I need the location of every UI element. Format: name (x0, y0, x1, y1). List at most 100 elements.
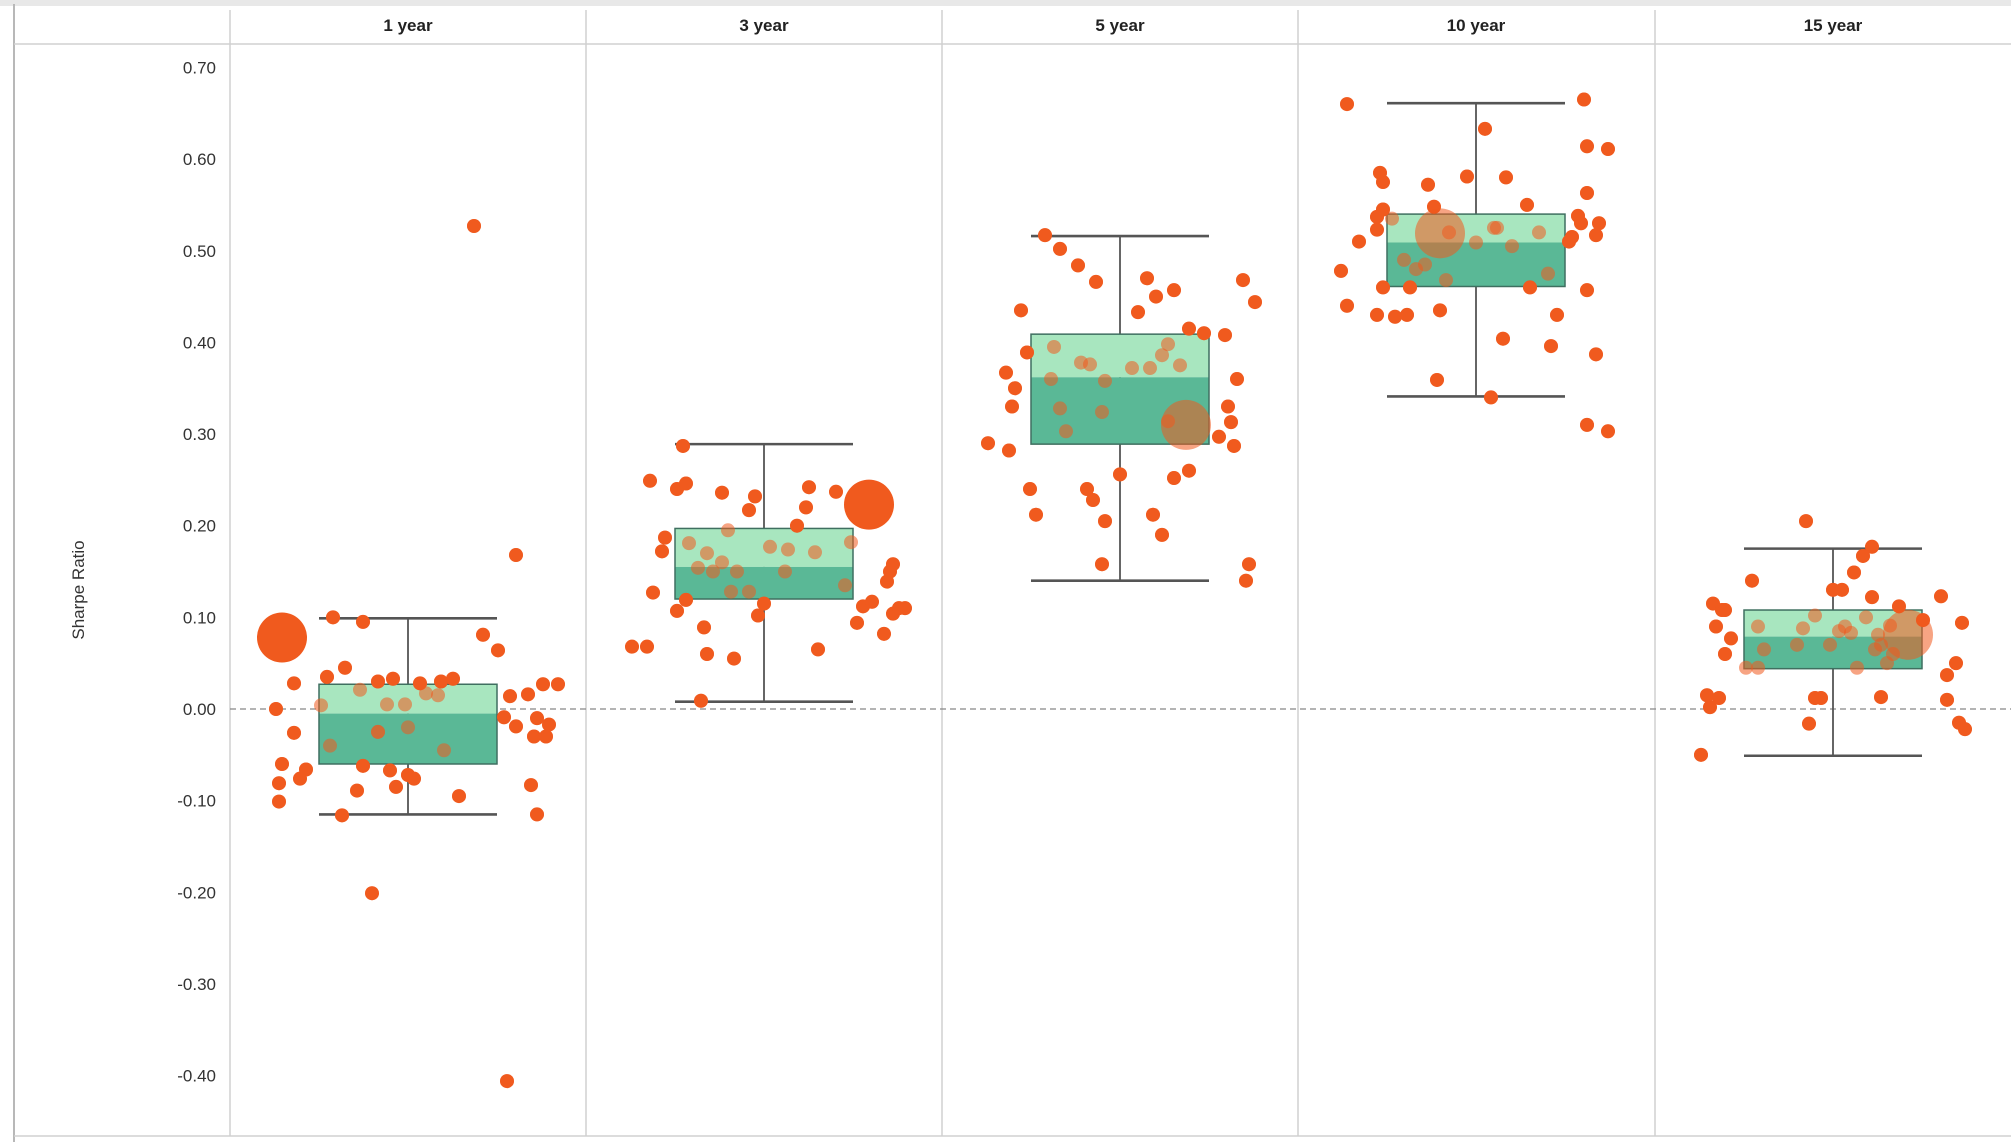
data-point (1790, 637, 1804, 652)
data-point (1155, 348, 1169, 363)
data-point (1376, 175, 1390, 190)
highlight-point (1883, 609, 1933, 660)
data-point (850, 615, 864, 630)
data-point (999, 365, 1013, 380)
data-point (1814, 691, 1828, 706)
data-point (1757, 642, 1771, 657)
box-outline (1386, 213, 1566, 288)
data-point (1059, 424, 1073, 439)
data-point (1352, 234, 1366, 249)
y-axis: Sharpe Ratio 0.70 0.60 0.50 0.40 0.30 0.20 0.1… (69, 58, 216, 1085)
box-outline (1030, 333, 1210, 445)
data-point (1574, 216, 1588, 231)
data-point (1541, 266, 1555, 281)
data-point (1940, 692, 1954, 707)
column-header-label: 3 year (739, 16, 789, 35)
data-point (1496, 331, 1510, 346)
data-point (431, 688, 445, 703)
data-point (269, 702, 283, 716)
data-point (491, 643, 505, 658)
data-point (1703, 700, 1717, 715)
data-point (1796, 621, 1810, 636)
data-point (365, 886, 379, 901)
data-point (1155, 527, 1169, 542)
data-point (413, 676, 427, 691)
data-point (1385, 211, 1399, 226)
data-point (500, 1074, 514, 1089)
data-point (1230, 372, 1244, 387)
data-point (1580, 139, 1594, 154)
data-point (524, 778, 538, 793)
data-point (1580, 186, 1594, 201)
data-point (509, 548, 523, 563)
y-tick-label: 0.70 (183, 58, 216, 77)
data-point (1601, 142, 1615, 157)
data-point (1868, 642, 1882, 657)
data-point (1095, 405, 1109, 420)
box-plot-1 (318, 616, 498, 816)
data-point (700, 546, 714, 561)
data-point (326, 610, 340, 625)
y-tick-label: -0.20 (177, 883, 216, 902)
data-point (1724, 631, 1738, 646)
column-header-label: 5 year (1095, 16, 1145, 35)
data-point (1544, 339, 1558, 354)
data-point (356, 758, 370, 773)
data-point (1113, 467, 1127, 482)
y-tick-label: 0.50 (183, 242, 216, 261)
data-point (1140, 271, 1154, 286)
highlight-point (257, 612, 307, 663)
data-point (1218, 328, 1232, 343)
data-point (1712, 691, 1726, 706)
points-1 (269, 219, 565, 1089)
data-point (1370, 209, 1384, 224)
data-point (1955, 615, 1969, 630)
data-point (838, 578, 852, 593)
data-point (1718, 647, 1732, 662)
data-point (1053, 241, 1067, 256)
data-point (1083, 357, 1097, 372)
box-layer (318, 101, 1923, 816)
data-point (1577, 92, 1591, 107)
data-point (715, 555, 729, 570)
data-point (323, 738, 337, 753)
data-point (1433, 303, 1447, 318)
data-point (1340, 298, 1354, 313)
data-point (1080, 482, 1094, 497)
data-point (1460, 169, 1474, 184)
data-point (437, 743, 451, 758)
data-point (1808, 608, 1822, 623)
data-point (1835, 582, 1849, 597)
data-point (467, 219, 481, 234)
data-point (389, 779, 403, 794)
data-point (844, 535, 858, 550)
data-point (727, 651, 741, 666)
data-point (1053, 401, 1067, 416)
data-point (1601, 424, 1615, 439)
data-point (452, 789, 466, 804)
data-point (1002, 443, 1016, 458)
data-point (1745, 573, 1759, 588)
data-point (1439, 273, 1453, 288)
highlight-point (1161, 399, 1211, 450)
data-point (1505, 239, 1519, 254)
data-point (781, 542, 795, 557)
data-point (1751, 660, 1765, 675)
data-point (1086, 493, 1100, 508)
data-point (643, 473, 657, 488)
point-layer (257, 92, 1972, 1089)
data-point (1397, 252, 1411, 267)
box-lower-quartile (675, 566, 853, 600)
data-point (1739, 660, 1753, 675)
data-point (1484, 390, 1498, 405)
data-point (1020, 345, 1034, 360)
y-tick-label: -0.10 (177, 792, 216, 811)
data-point (679, 476, 693, 491)
data-point (1709, 619, 1723, 634)
box-plot-4 (1386, 101, 1566, 398)
data-point (1718, 603, 1732, 618)
data-point (1565, 230, 1579, 245)
data-point (1005, 399, 1019, 414)
data-point (1694, 747, 1708, 762)
